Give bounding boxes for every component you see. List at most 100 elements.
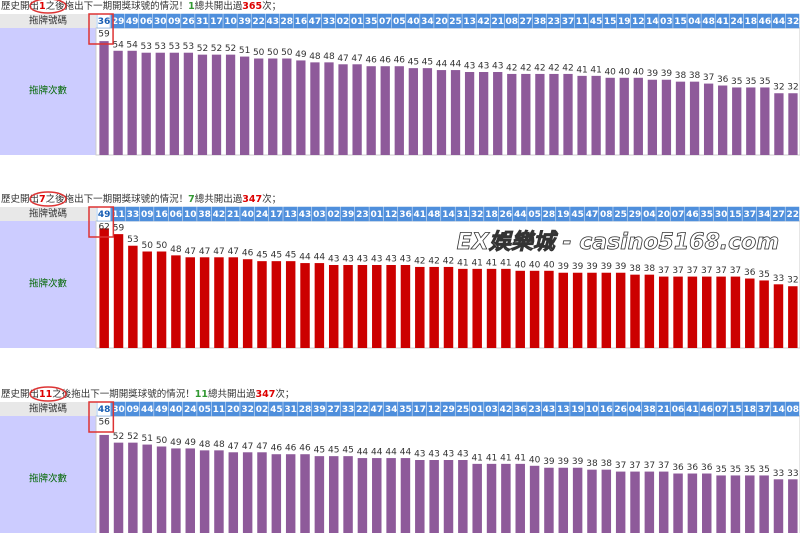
ball-number: 08	[787, 405, 800, 415]
ball-number: 17	[210, 17, 223, 27]
bar	[211, 54, 222, 155]
highlight-box	[88, 13, 114, 45]
ball-number: 49	[126, 17, 139, 27]
ball-number: 40	[407, 17, 420, 27]
header-part: 總共開出過	[195, 193, 243, 205]
number-cell	[354, 401, 369, 417]
ball-number: 47	[309, 17, 322, 27]
number-cell	[111, 206, 125, 222]
ball-number: 01	[351, 17, 364, 27]
number-cell	[420, 13, 434, 29]
number-cell	[687, 13, 701, 29]
ball-number: 01	[471, 405, 484, 415]
ball-number: 35	[365, 17, 378, 27]
number-cell	[279, 13, 294, 29]
bar-value: 38	[629, 264, 641, 274]
bar	[127, 50, 137, 155]
ball-number: 36	[514, 405, 527, 415]
bar-value: 41	[486, 258, 497, 268]
bar-value: 41	[590, 65, 601, 75]
number-cell	[225, 206, 240, 222]
bar-value: 62	[98, 223, 109, 233]
number-label-cell	[0, 14, 96, 28]
bar	[759, 280, 769, 348]
bar-value: 56	[98, 418, 110, 428]
bar	[113, 50, 123, 155]
number-cell	[728, 401, 742, 417]
number-cell	[602, 13, 617, 29]
ball-number: 18	[485, 210, 498, 220]
bar	[155, 52, 165, 155]
bar-value: 43	[400, 255, 411, 265]
bar-value: 38	[601, 459, 613, 469]
bar	[443, 460, 454, 533]
ball-number: 37	[758, 405, 771, 415]
bar-value: 40	[515, 260, 527, 270]
number-cell	[369, 206, 384, 222]
ball-number: 08	[506, 17, 519, 27]
bar	[450, 70, 461, 155]
number-cell	[598, 401, 613, 417]
header-part: 歷史開出	[1, 388, 39, 400]
highlight-circle	[29, 0, 67, 14]
bar	[171, 255, 181, 348]
ball-number: 21	[491, 17, 504, 27]
bar-value: 38	[689, 71, 701, 81]
bar-value: 47	[199, 247, 210, 257]
bar	[99, 228, 109, 348]
number-cell	[363, 13, 378, 29]
number-cell	[490, 13, 504, 29]
ball-number: 30	[154, 17, 167, 27]
bar-value: 39	[586, 262, 598, 272]
header-part: 7	[39, 194, 46, 205]
bar-value: 43	[414, 450, 425, 460]
number-cell	[311, 401, 326, 417]
ball-number: 46	[700, 405, 713, 415]
ball-number: 46	[686, 210, 699, 220]
number-cell	[182, 401, 197, 417]
number-label-cell	[0, 402, 96, 416]
bar-value: 40	[604, 67, 616, 77]
ball-number: 27	[327, 405, 340, 415]
bar-value: 37	[629, 461, 640, 471]
bar-value: 36	[744, 268, 756, 278]
bar	[558, 467, 569, 533]
number-cell	[574, 13, 589, 29]
ball-number: 11	[112, 210, 125, 220]
bar-value: 53	[183, 42, 194, 52]
bar	[633, 77, 643, 155]
bar	[529, 270, 540, 348]
number-cell	[297, 401, 312, 417]
bar-value: 43	[428, 450, 439, 460]
ball-number: 33	[127, 210, 140, 220]
ball-number: 03	[660, 17, 673, 27]
bar-value: 38	[675, 71, 687, 81]
ball-number: 12	[632, 17, 645, 27]
ball-number: 33	[323, 17, 336, 27]
ball-number: 04	[688, 17, 701, 27]
ball-number: 05	[198, 405, 211, 415]
number-cell	[139, 206, 154, 222]
bar-value: 44	[299, 253, 311, 263]
bar	[415, 460, 425, 533]
number-cell	[673, 13, 687, 29]
number-cell	[223, 13, 237, 29]
bar	[285, 454, 296, 533]
bar	[572, 467, 583, 533]
number-cell	[293, 13, 308, 29]
number-cell	[283, 206, 298, 222]
ball-number: 13	[463, 17, 476, 27]
bar-value: 41	[471, 453, 482, 463]
header-part: 之後拖出下一期開獎球號的情況！	[46, 0, 189, 12]
ball-number: 39	[342, 210, 355, 220]
ball-number: 47	[370, 405, 383, 415]
number-cell	[512, 206, 527, 222]
ball-number: 07	[715, 405, 728, 415]
number-cell	[168, 206, 183, 222]
ball-number: 06	[140, 17, 153, 27]
bar	[788, 286, 798, 348]
bar	[507, 73, 517, 155]
bar	[605, 77, 615, 155]
ball-number: 49	[98, 210, 111, 220]
bar-value: 59	[113, 224, 125, 234]
